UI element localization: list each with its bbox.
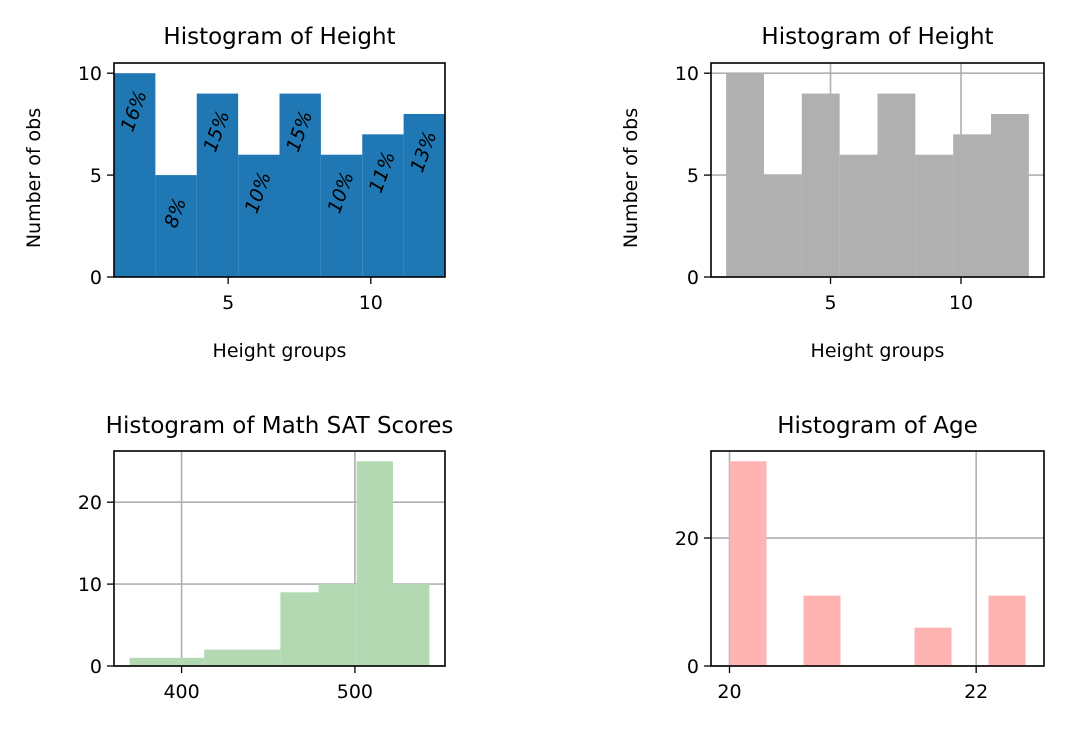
x-axis-label: Height groups [213,340,347,362]
subplot-4: 20 22 0 20 Histogram of Age [675,413,1045,703]
histogram-bar [726,73,764,277]
histogram-bar [320,154,363,277]
x-tick-label: 5 [222,292,234,314]
x-tick-label: 500 [337,681,373,703]
histogram-bar [915,154,954,277]
x-tick-label: 10 [949,292,973,314]
chart-title: Histogram of Height [761,24,993,50]
x-tick-label: 22 [964,681,988,703]
y-tick-label: 10 [675,63,699,85]
histogram-bar [238,154,280,277]
histogram-bar [877,93,916,277]
histogram-bar [362,134,404,277]
histogram-bar [280,592,319,666]
y-axis-label: Number of obs [23,108,45,248]
y-tick-label: 10 [78,63,102,85]
histogram-bar [763,175,802,277]
histogram-bar [801,93,840,277]
histogram-bar [953,134,992,277]
y-tick-label: 20 [675,528,699,550]
histogram-bar [839,154,878,277]
histogram-bar [114,73,156,277]
y-tick-label: 0 [687,267,699,289]
histogram-bar [991,113,1029,277]
axes-frame [710,450,1045,667]
y-tick-label: 5 [687,165,699,187]
chart-title: Histogram of Age [777,413,978,439]
x-axis-label: Height groups [811,340,945,362]
x-tick-label: 10 [359,292,383,314]
histogram-bar [403,113,445,277]
x-tick-label: 400 [163,681,199,703]
y-tick-label: 20 [78,492,102,514]
histogram-bar [356,461,394,666]
histogram-bar [914,627,952,666]
y-tick-label: 0 [90,267,102,289]
histogram-bar [155,175,197,277]
subplot-2: 5 10 0 5 10 Histogram of Height Height groups N… [620,24,1045,362]
y-axis-label: Number of obs [620,108,642,248]
subplot-1: 16%8%15%10%15%10% 11% 13%5 100510Histogram … [23,24,446,362]
axes-frame [113,450,446,667]
histogram-bar [279,93,321,277]
axes-frame [113,62,446,278]
subplot-3: 400 500 0 10 20 Histogram of Math SAT Scores [78,413,454,703]
y-tick-label: 0 [90,656,102,678]
y-tick-label: 10 [78,574,102,596]
histogram-bar [729,461,767,666]
y-tick-label: 0 [687,656,699,678]
x-tick-label: 5 [824,292,836,314]
histogram-bar [393,584,430,666]
x-tick-label: 20 [717,681,741,703]
histogram-bar [318,584,357,666]
histogram-bar [129,657,205,666]
chart-title: Histogram of Math SAT Scores [106,413,454,439]
axes-frame [710,62,1045,278]
histogram-bar [803,595,841,666]
histogram-bar [204,649,281,666]
y-tick-label: 5 [90,165,102,187]
chart-title: Histogram of Height [163,24,395,50]
histogram-bar [988,595,1026,666]
histogram-bar [196,93,239,277]
